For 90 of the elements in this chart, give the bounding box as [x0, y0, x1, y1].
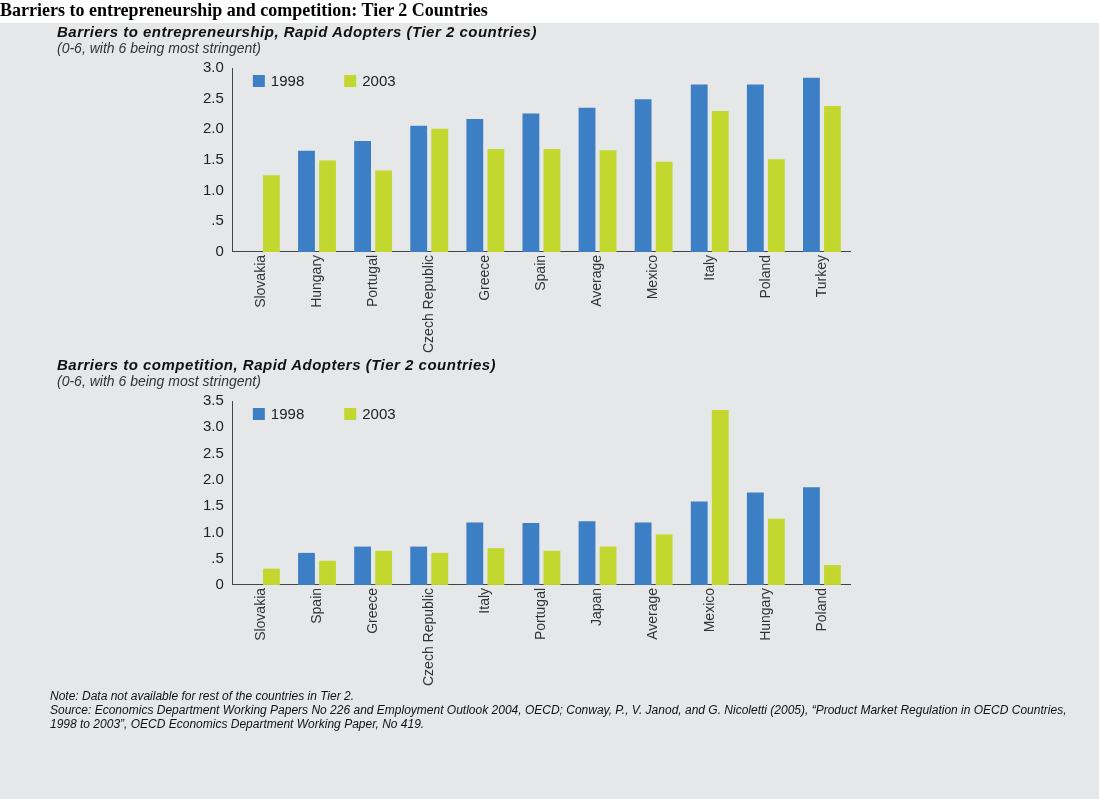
bar: [746, 492, 764, 585]
source-note: Source: Economics Department Working Papers No 226 and Employment Outlook 2004, OECD; Conway, P., V. Janod, and G. Nicoletti (2005), “Product Market Regulation in OECD Countries, 1998 to 2003”, OECD Economics Department Working Paper, No 419.: [50, 703, 1068, 731]
bar: [522, 113, 540, 252]
y-tick-label: 0: [215, 575, 224, 593]
bar: [578, 521, 596, 585]
bar: [803, 77, 820, 252]
x-tick-label: Mexico: [700, 587, 717, 633]
bar: [767, 159, 785, 252]
bar: [410, 546, 428, 585]
bar: [487, 148, 505, 252]
bar: [824, 564, 841, 585]
bar: [634, 522, 652, 585]
x-tick-label: Spain: [532, 254, 549, 291]
x-tick-label: Mexico: [644, 254, 661, 300]
y-tick-label: 1.5: [202, 150, 224, 168]
bar: [578, 107, 596, 252]
y-tick-label: 2.5: [202, 443, 224, 461]
bar: [298, 552, 315, 585]
bar: [375, 550, 393, 585]
bar: [319, 560, 336, 585]
y-tick-label: 1.0: [202, 180, 224, 198]
bar: [543, 550, 561, 585]
x-tick-label: Italy: [476, 587, 493, 614]
y-tick-label: 2.5: [202, 88, 224, 106]
x-tick-label: Portugal: [532, 587, 549, 641]
legend-label: 2003: [362, 72, 396, 90]
text: Note: Data not available for rest of the countries in Tier 2.: [50, 689, 356, 703]
bar: [599, 150, 617, 252]
bar: [319, 160, 336, 252]
bar: [354, 140, 372, 252]
x-tick-label: Czech Republic: [420, 254, 437, 354]
y-tick-label: 1.5: [202, 496, 224, 514]
x-tick-label: Turkey: [812, 254, 829, 298]
bar: [466, 118, 484, 252]
x-tick-label: Japan: [588, 587, 605, 627]
y-tick-label: 1.0: [202, 522, 224, 540]
x-tick-label: Hungary: [756, 587, 773, 641]
y-tick-label: 3.0: [202, 58, 224, 76]
x-tick-label: Slovakia: [251, 587, 268, 641]
x-tick-label: Average: [588, 254, 605, 307]
bar: [375, 170, 393, 252]
bar: [466, 522, 484, 585]
y-tick-label: .5: [211, 548, 224, 566]
bar: [599, 546, 617, 585]
bar: [746, 84, 764, 252]
x-tick-label: Portugal: [363, 254, 380, 308]
chart-title: Barriers to competition, Rapid Adopters (Tier 2 countries): [57, 356, 498, 373]
x-tick-label: Greece: [476, 254, 493, 301]
bar: [298, 150, 315, 252]
chart-title: Barriers to entrepreneurship, Rapid Adopters (Tier 2 countries): [57, 23, 538, 40]
x-tick-label: Greece: [363, 587, 380, 634]
x-tick-label: Average: [644, 587, 661, 640]
y-tick-label: 3.0: [202, 417, 224, 435]
legend-label: 2003: [362, 405, 396, 423]
legend-label: 1998: [270, 72, 305, 90]
bar: [767, 518, 785, 585]
bar: [487, 548, 505, 585]
bar: [354, 546, 372, 585]
bar: [824, 106, 841, 252]
bar: [522, 522, 540, 585]
bar: [431, 552, 449, 585]
bar: [690, 501, 708, 585]
chart-subtitle: (0-6, with 6 being most stringent): [57, 373, 262, 389]
bar: [431, 128, 449, 252]
text: Barriers to entrepreneurship and competition: Tier 2 Countries: [0, 0, 1099, 23]
legend-label: 1998: [270, 405, 305, 423]
bar: [410, 125, 428, 252]
bar: [711, 409, 729, 585]
x-tick-label: Poland: [756, 254, 773, 299]
y-tick-label: .5: [211, 211, 224, 229]
x-tick-label: Hungary: [307, 254, 324, 308]
bar: [655, 161, 673, 252]
x-tick-label: Italy: [700, 254, 717, 281]
x-tick-label: Poland: [812, 587, 829, 632]
y-tick-label: 0: [215, 242, 224, 260]
bar: [543, 148, 561, 252]
x-tick-label: Spain: [307, 587, 324, 624]
bar: [711, 110, 729, 252]
bar: [803, 487, 820, 585]
bar: [690, 84, 708, 252]
x-tick-label: Slovakia: [251, 254, 268, 308]
bar: [263, 175, 280, 252]
bar: [634, 99, 652, 252]
y-tick-label: 2.0: [202, 119, 224, 137]
bar: [655, 534, 673, 585]
bar: [263, 568, 280, 585]
y-tick-label: 2.0: [202, 469, 224, 487]
y-tick-label: 3.5: [202, 391, 224, 409]
chart-subtitle: (0-6, with 6 being most stringent): [57, 40, 262, 56]
x-tick-label: Czech Republic: [420, 587, 437, 687]
